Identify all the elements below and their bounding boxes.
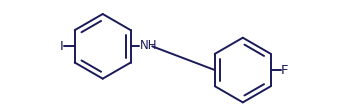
Text: I: I — [59, 40, 63, 53]
Text: NH: NH — [140, 39, 157, 52]
Text: F: F — [281, 64, 289, 77]
